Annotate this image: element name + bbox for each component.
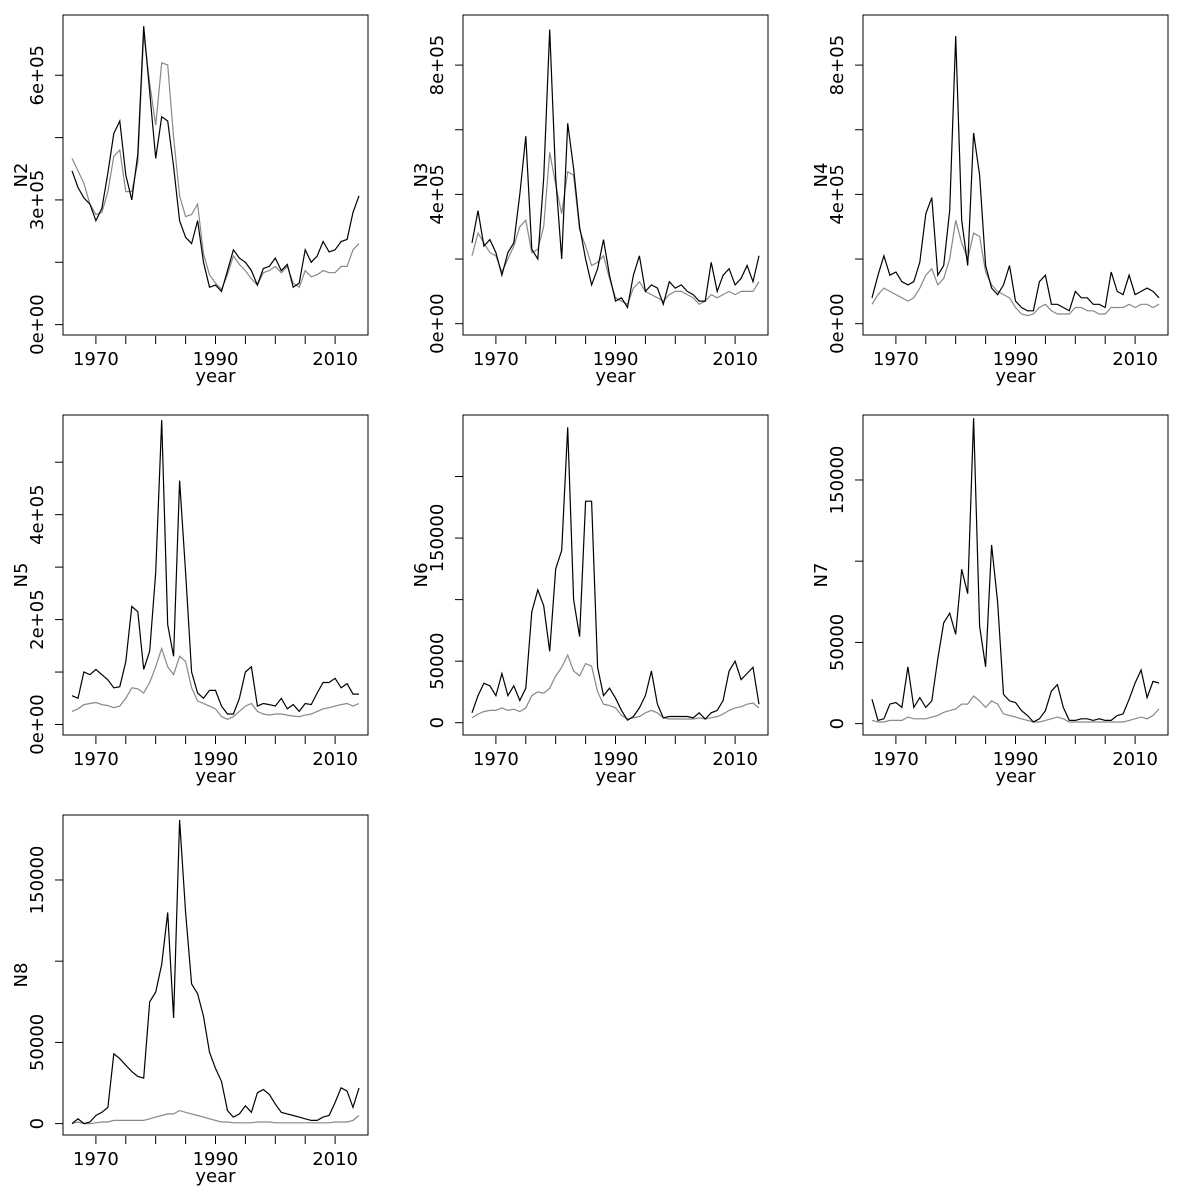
chart-4-y-tick-label: 0e+00 [27, 694, 48, 755]
chart-6: 1970 1990 2010 year 0 50000 150000 N7 [811, 414, 1169, 787]
chart-7-y-tick-label: 0 [27, 1118, 48, 1129]
chart-5-x-tick-label: 2010 [712, 749, 758, 770]
chart-6-x-tick-label: 2010 [1112, 749, 1158, 770]
chart-4-y-tick-label: 2e+05 [27, 589, 48, 650]
chart-3-y-axis-label: N4 [811, 163, 832, 188]
chart-3-y-tick-label: 4e+05 [827, 164, 848, 225]
chart-4-x-axis-label: year [195, 766, 236, 787]
chart-1-y-tick-label: 0e+00 [27, 294, 48, 355]
chart-7-y-tick-label: 50000 [27, 1014, 48, 1071]
chart-5-series-2-line [471, 653, 760, 720]
chart-4-frame [62, 414, 369, 736]
chart-2-series-1-line [471, 29, 760, 310]
chart-5-series-1-line [471, 427, 760, 722]
chart-7-x-tick-label: 2010 [312, 1149, 358, 1170]
chart-3-frame [862, 14, 1169, 336]
chart-3-x-tick-label: 1990 [993, 349, 1039, 370]
chart-7-series-1-line [71, 819, 360, 1125]
chart-4-x-tick-label: 1990 [193, 749, 239, 770]
chart-5-y-axis-label: N6 [411, 563, 432, 588]
chart-7-x-axis-label: year [195, 1166, 236, 1187]
chart-5-x-tick-label: 1970 [473, 749, 519, 770]
chart-1-y-tick-label: 6e+05 [27, 45, 48, 106]
chart-4-y-axis-label: N5 [11, 563, 32, 588]
chart-7-y-tick-label: 150000 [27, 846, 48, 915]
chart-3-series-2-line [871, 220, 1160, 317]
chart-1-series-2-line [71, 33, 360, 291]
chart-3-x-tick-label: 1970 [873, 349, 919, 370]
chart-2-x-tick-label: 1970 [473, 349, 519, 370]
chart-4-y-tick-label: 4e+05 [27, 484, 48, 545]
chart-2: 1970 1990 2010 year 0e+00 4e+05 8e+05 N3 [411, 14, 769, 387]
chart-4-x-tick-label: 2010 [312, 749, 358, 770]
chart-2-y-tick-label: 8e+05 [427, 35, 448, 96]
chart-5-y-tick-label: 150000 [427, 504, 448, 573]
chart-2-frame [462, 14, 769, 336]
chart-7-frame [62, 814, 369, 1136]
chart-7-x-tick-label: 1970 [73, 1149, 119, 1170]
chart-5-x-axis-label: year [595, 766, 636, 787]
chart-3-y-tick-label: 8e+05 [827, 35, 848, 96]
chart-1-series-1-line [71, 26, 360, 293]
chart-2-y-axis-label: N3 [411, 163, 432, 188]
chart-2-x-tick-label: 1990 [593, 349, 639, 370]
chart-2-x-axis-label: year [595, 366, 636, 387]
chart-6-x-axis-label: year [995, 766, 1036, 787]
chart-4-series-1-line [71, 420, 359, 715]
chart-1-x-tick-label: 1990 [193, 349, 239, 370]
chart-6-series-2-line [871, 695, 1160, 723]
chart-1-x-tick-label: 1970 [73, 349, 119, 370]
chart-4-x-tick-label: 1970 [73, 749, 119, 770]
chart-6-series-1-line [871, 418, 1160, 723]
chart-5-x-tick-label: 1990 [593, 749, 639, 770]
chart-2-x-tick-label: 2010 [712, 349, 758, 370]
chart-7-x-tick-label: 1990 [193, 1149, 239, 1170]
chart-6-y-tick-label: 150000 [827, 446, 848, 515]
chart-1-x-axis-label: year [195, 366, 236, 387]
chart-5-y-tick-label: 50000 [427, 633, 448, 690]
chart-4: 1970 1990 2010 year 0e+00 2e+05 4e+05 N5 [11, 414, 369, 787]
chart-2-y-tick-label: 4e+05 [427, 164, 448, 225]
chart-6-y-axis-label: N7 [811, 563, 832, 588]
chart-7-y-axis-label: N8 [11, 963, 32, 988]
chart-6-y-tick-label: 50000 [827, 614, 848, 671]
chart-5-frame [462, 414, 769, 736]
chart-7-series-2-line [71, 1109, 360, 1125]
chart-6-x-tick-label: 1970 [873, 749, 919, 770]
chart-3-x-tick-label: 2010 [1112, 349, 1158, 370]
chart-3-series-1-line [871, 35, 1160, 312]
chart-4-series-2-line [71, 646, 360, 720]
chart-2-series-2-line [471, 152, 760, 306]
chart-1-x-tick-label: 2010 [312, 349, 358, 370]
chart-6-frame [862, 414, 1169, 736]
chart-1-y-tick-label: 3e+05 [27, 170, 48, 231]
chart-3-y-tick-label: 0e+00 [827, 293, 848, 354]
chart-3-x-axis-label: year [995, 366, 1036, 387]
chart-2-y-tick-label: 0e+00 [427, 293, 448, 354]
chart-1: 1970 1990 2010 year 0e+00 3e+05 6e+05 N2 [11, 14, 369, 387]
chart-7: 1970 1990 2010 year 0 50000 150000 N8 [11, 814, 369, 1187]
chart-1-frame [62, 14, 369, 336]
chart-6-y-tick-label: 0 [827, 718, 848, 729]
chart-5-y-tick-label: 0 [427, 717, 448, 728]
chart-3: 1970 1990 2010 year 0e+00 4e+05 8e+05 N4 [811, 14, 1169, 387]
chart-1-y-axis-label: N2 [11, 163, 32, 188]
chart-6-x-tick-label: 1990 [993, 749, 1039, 770]
